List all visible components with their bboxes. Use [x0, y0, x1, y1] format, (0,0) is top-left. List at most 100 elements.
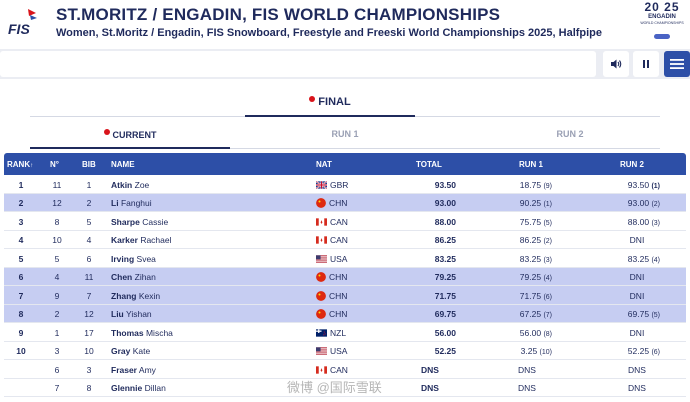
table-row[interactable]: 1 11 1 Atkin Zoe GBR 93.50 18.75 (9) 93.50 (1): [4, 175, 686, 194]
cell-no: 12: [52, 198, 62, 208]
cell-name[interactable]: Thomas Mischa: [111, 328, 173, 338]
run2-score: DNI: [629, 235, 645, 245]
tab-current[interactable]: CURRENT: [30, 129, 230, 149]
page-title: ST.MORITZ / ENGADIN, FIS WORLD CHAMPIONS…: [56, 5, 501, 24]
cell-rank: 9: [18, 327, 24, 338]
cell-total: 69.75: [434, 309, 456, 319]
cell-no: 8: [54, 216, 60, 227]
cell-rank: 5: [18, 253, 24, 264]
tab-final-underline: [245, 115, 415, 117]
page-subtitle: Women, St.Moritz / Engadin, FIS Snowboar…: [56, 27, 603, 39]
run2-score: DNI: [629, 272, 645, 282]
cell-bib: 5: [86, 216, 92, 227]
table-row[interactable]: 2 12 2 Li Fanghui CHN 93.00 90.25 (1) 93.00 (2): [4, 193, 686, 212]
event-logo: 20 25 ENGADIN WORLD CHAMPIONSHIPS: [636, 1, 688, 45]
run1-score: 90.25: [519, 198, 542, 208]
run2-score: DNS: [628, 383, 646, 393]
table-row[interactable]: 5 5 6 Irving Svea USA 83.25 83.25 (3) 83.25 (4): [4, 249, 686, 268]
table-row[interactable]: 6 3 Fraser Amy CAN DNS DNS DNS: [4, 360, 686, 379]
cell-name[interactable]: Atkin Zoe: [111, 180, 149, 190]
flag-chn-icon: [316, 198, 326, 208]
cell-run1: 75.75 (5): [474, 217, 552, 227]
tab-current-label: CURRENT: [112, 130, 157, 140]
flag-chn-icon: [316, 309, 326, 319]
cell-name[interactable]: Liu Yishan: [111, 309, 152, 319]
cell-total: 83.25: [434, 253, 456, 264]
run2-score: DNS: [628, 364, 646, 375]
cell-no: 7: [54, 383, 60, 393]
col-rank[interactable]: RANK↑: [7, 160, 34, 169]
tab-current-underline: [30, 147, 230, 149]
table-row[interactable]: 7 9 7 Zhang Kexin CHN 71.75 71.75 (6) DNI: [4, 286, 686, 305]
run2-score: 93.00: [627, 198, 650, 208]
table-row[interactable]: 7 8 Glennie Dillan DNS DNS DNS: [4, 379, 686, 397]
run1-score: DNS: [518, 364, 536, 375]
sound-button[interactable]: [603, 51, 629, 77]
run1-rank: (5): [543, 219, 552, 227]
toolbar-blank-field[interactable]: [0, 51, 596, 77]
sort-arrow-icon: ↑: [30, 163, 34, 169]
cell-name[interactable]: Chen Zihan: [111, 272, 156, 282]
cell-name[interactable]: Sharpe Cassie: [111, 217, 168, 227]
run2-score: DNI: [629, 290, 645, 301]
table-row[interactable]: 8 2 12 Liu Yishan CHN 69.75 67.25 (7) 69.75 (5): [4, 304, 686, 323]
col-nat[interactable]: NAT: [316, 160, 332, 169]
table-row[interactable]: 6 4 11 Chen Zihan CHN 79.25 79.25 (4) DNI: [4, 267, 686, 286]
cell-run1: 79.25 (4): [474, 272, 552, 282]
pause-button[interactable]: [633, 51, 659, 77]
cell-rank: 1: [18, 179, 24, 190]
cell-name[interactable]: Gray Kate: [111, 346, 150, 356]
run1-score: 3.25: [520, 346, 538, 356]
nat-code: USA: [330, 253, 348, 264]
cell-name[interactable]: Zhang Kexin: [111, 291, 160, 301]
cell-bib: 11: [84, 272, 94, 282]
cell-name[interactable]: Fraser Amy: [111, 365, 156, 375]
cell-total: 71.75: [434, 290, 456, 301]
flag-chn-icon: [316, 272, 326, 282]
cell-run2: 69.75 (5): [584, 309, 660, 319]
nat-code: CAN: [330, 235, 348, 245]
run2-score: 69.75: [627, 309, 650, 319]
tab-final[interactable]: FINAL: [245, 96, 415, 116]
athlete-first-name: Kexin: [138, 290, 161, 301]
col-run2[interactable]: RUN 2: [620, 160, 645, 169]
run1-score: DNS: [518, 383, 536, 393]
cell-no: 5: [54, 253, 60, 264]
col-name[interactable]: NAME: [111, 160, 135, 169]
cell-rank: 4: [18, 235, 24, 245]
cell-name[interactable]: Karker Rachael: [111, 235, 172, 245]
cell-bib: 1: [86, 179, 92, 190]
live-dot-icon: [309, 96, 316, 102]
fis-logo[interactable]: FIS: [6, 6, 40, 40]
cell-nat: USA: [316, 254, 347, 264]
cell-name[interactable]: Glennie Dillan: [111, 383, 166, 393]
flag-usa-icon: [316, 347, 327, 355]
toolbar: [0, 49, 690, 79]
table-row[interactable]: 3 8 5 Sharpe Cassie CAN 88.00 75.75 (5) 88.00 (…: [4, 212, 686, 231]
table-row[interactable]: 9 1 17 Thomas Mischa NZL 56.00 56.00 (8) DNI: [4, 323, 686, 342]
cell-bib: 17: [84, 327, 94, 338]
cell-nat: USA: [316, 346, 347, 356]
cell-nat: CAN: [316, 217, 348, 227]
tab-run2[interactable]: RUN 2: [556, 129, 584, 139]
tab-run1[interactable]: RUN 1: [331, 129, 359, 139]
table-row[interactable]: 10 3 10 Gray Kate USA 52.25 3.25 (10) 52.25 (6): [4, 342, 686, 360]
cell-run1: 3.25 (10): [474, 346, 552, 356]
cell-name[interactable]: Li Fanghui: [111, 198, 152, 208]
cell-total: DNS: [421, 383, 439, 393]
col-run1[interactable]: RUN 1: [519, 160, 544, 169]
cell-rank: 3: [18, 216, 24, 227]
cell-run2: 88.00 (3): [584, 217, 660, 227]
menu-button[interactable]: [664, 51, 690, 77]
athlete-first-name: Rachael: [140, 235, 172, 245]
col-no[interactable]: N°: [50, 160, 59, 169]
table-row[interactable]: 4 10 4 Karker Rachael CAN 86.25 86.25 (2) DNI: [4, 231, 686, 249]
cell-name[interactable]: Irving Svea: [111, 254, 156, 264]
col-bib[interactable]: BIB: [82, 160, 96, 169]
athlete-first-name: Mischa: [145, 327, 173, 338]
pause-icon: [643, 60, 649, 68]
cell-nat: CHN: [316, 198, 347, 208]
col-total[interactable]: TOTAL: [416, 160, 442, 169]
flag-nzl-icon: [316, 328, 327, 337]
athlete-first-name: Yishan: [125, 309, 152, 319]
